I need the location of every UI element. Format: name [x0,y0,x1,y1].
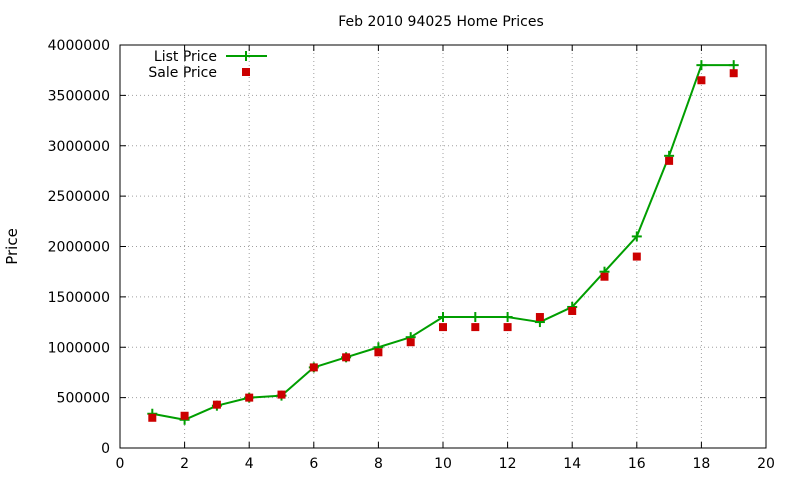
axis-ticks: 0 2 4 6 8 10 12 14 16 18 20 0 500000 1000000 1500000 20… [48,38,775,472]
sale-price-point [568,306,577,315]
sale-price-point [697,76,706,85]
sale-price-point [342,353,351,362]
sale-price-point [374,348,383,357]
sale-price-point [600,272,609,281]
y-tick-label: 2500000 [48,189,110,205]
list-price-point [696,60,707,71]
sale-price-point [439,323,447,332]
legend-marker-list-price [241,51,251,61]
x-tick-label: 16 [628,456,646,472]
chart-title: Feb 2010 94025 Home Prices [338,14,544,30]
sale-price-point [180,411,189,420]
y-tick-label: 0 [101,441,110,457]
x-tick-label: 12 [499,456,517,472]
list-price-point [728,60,739,71]
list-price-point [631,231,642,242]
sale-price-point [245,393,254,402]
x-tick-label: 20 [757,456,775,472]
y-tick-label: 3000000 [48,139,110,155]
y-tick-label: 4000000 [48,38,110,54]
sale-price-point [503,323,512,332]
y-tick-label: 3500000 [48,88,110,104]
list-price-line [152,64,734,421]
x-tick-label: 14 [563,456,581,472]
y-tick-label: 1500000 [48,290,110,306]
legend-marker-sale-price [242,68,250,76]
y-tick-label: 1000000 [48,340,110,356]
sale-price-point [729,69,738,78]
series [147,60,739,425]
sale-price-point [277,390,286,399]
grid [120,45,766,448]
y-tick-label: 500000 [57,391,110,407]
legend-label-sale-price: Sale Price [148,65,217,81]
x-tick-label: 4 [245,456,254,472]
x-tick-label: 8 [374,456,383,472]
sale-price-point [632,252,641,261]
list-price-point [438,312,448,323]
x-tick-label: 2 [180,456,189,472]
y-tick-label: 2000000 [48,240,110,256]
legend-label-list-price: List Price [154,49,217,65]
list-price-point [470,312,481,323]
sale-price-point [535,313,544,322]
sale-price-point [471,323,480,332]
sale-price-point [665,156,674,165]
x-tick-label: 10 [434,456,452,472]
x-tick-label: 6 [309,456,318,472]
sale-price-point [309,363,318,372]
sale-price-point [406,338,415,347]
x-tick-label: 18 [692,456,710,472]
y-axis-label: Price [3,228,21,265]
sale-price-point [212,400,221,409]
x-tick-label: 0 [116,456,125,472]
list-price-point [502,312,513,323]
sale-price-point [148,413,157,422]
legend: List Price Sale Price [148,49,267,81]
